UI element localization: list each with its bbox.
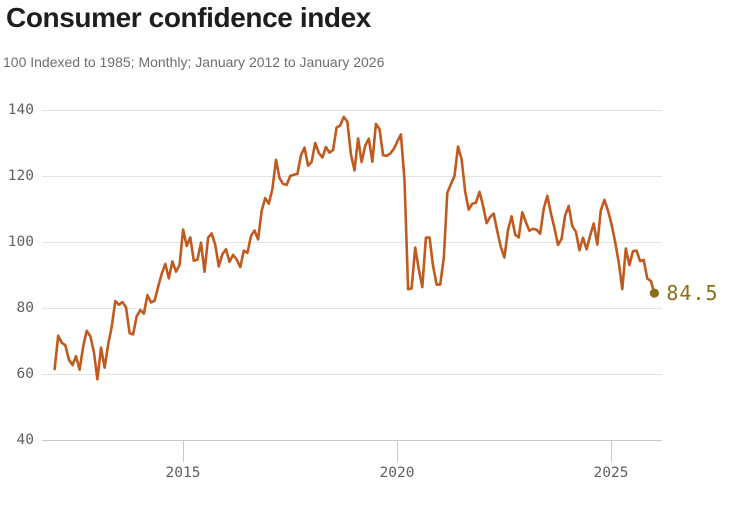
x-tick-label: 2020 [379,465,415,481]
gridline-60 [42,374,662,375]
y-tick-label: 80 [16,300,34,316]
gridline-140 [42,110,662,111]
gridline-120 [42,176,662,177]
y-tick-label: 140 [7,102,34,118]
gridline-80 [42,308,662,309]
x-axis-line [42,440,662,441]
chart-title: Consumer confidence index [6,2,371,33]
last-value-dot [649,288,660,298]
last-value-label: 84.5 [666,281,719,306]
y-tick-label: 100 [7,234,34,250]
chart-subtitle: 100 Indexed to 1985; Monthly; January 20… [3,54,385,70]
y-tick-label: 40 [16,432,34,448]
x-tick-label: 2025 [593,465,629,481]
x-axis-tick [183,441,184,462]
y-tick-label: 120 [7,168,34,184]
x-tick-label: 2015 [165,465,201,481]
x-axis-tick [397,441,398,462]
confidence-line [53,115,656,381]
x-axis-tick [611,441,612,462]
gridline-100 [42,242,662,243]
y-tick-label: 60 [16,366,34,382]
